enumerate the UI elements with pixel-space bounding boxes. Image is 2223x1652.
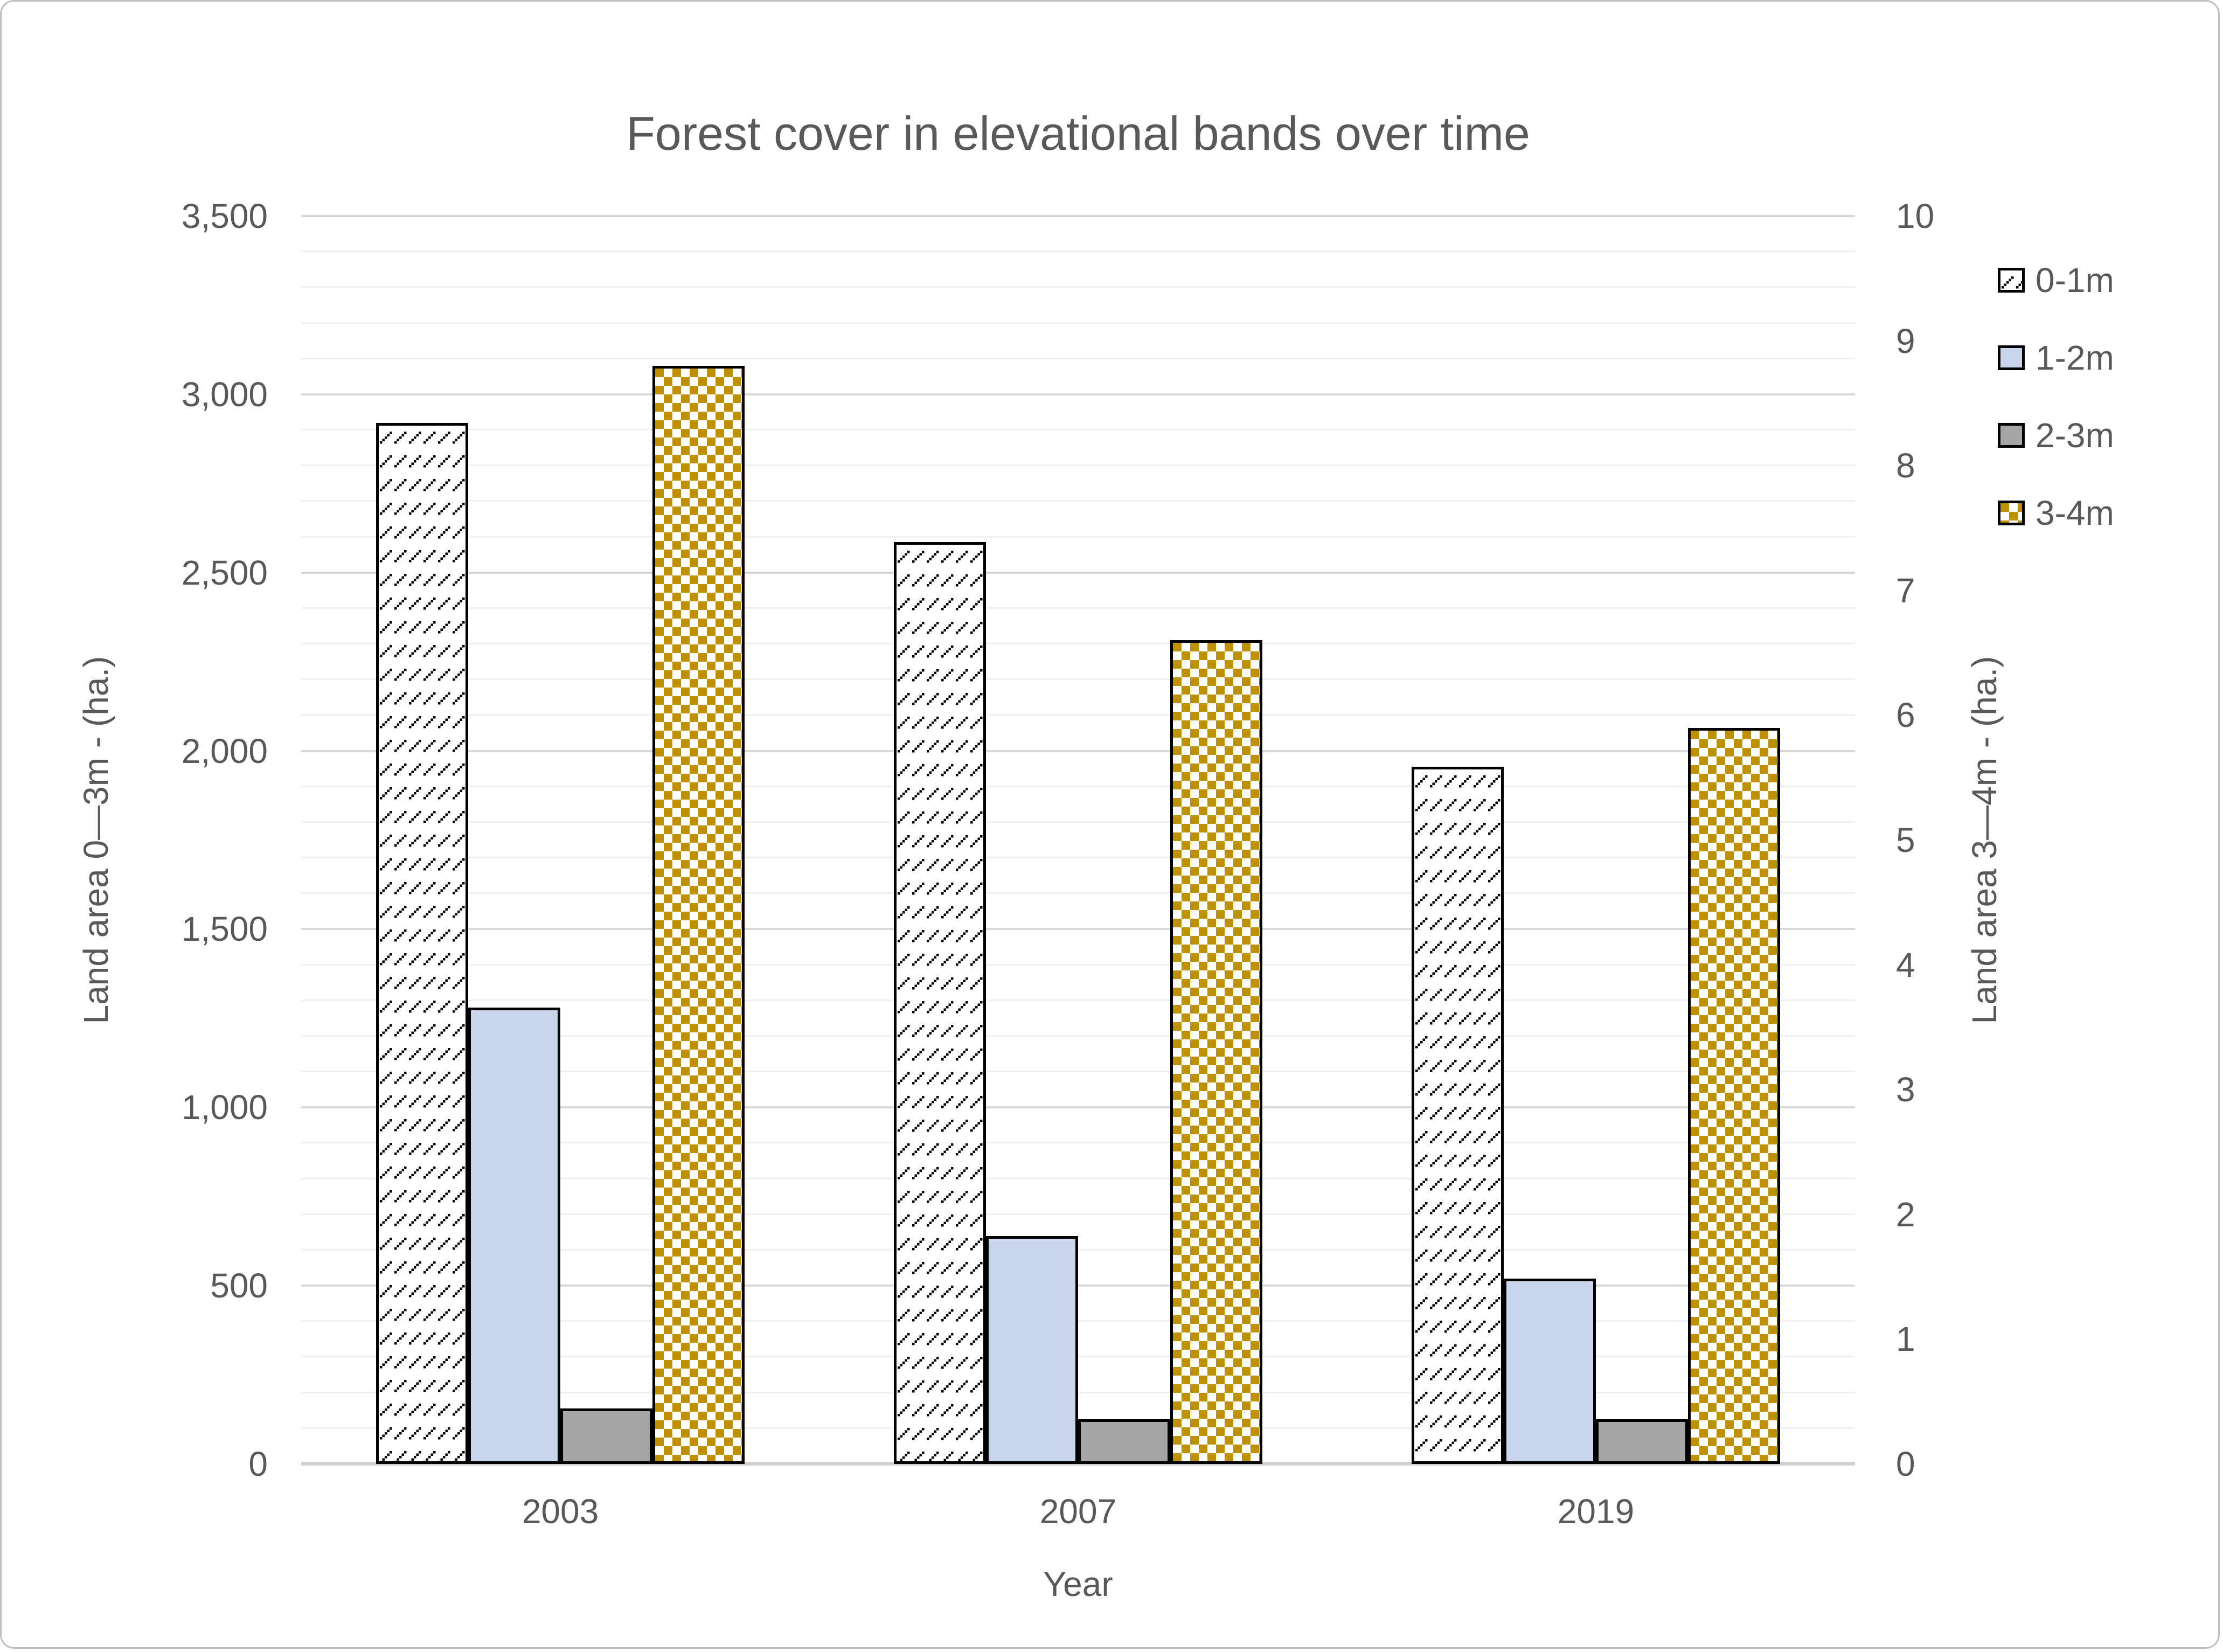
major-gridline: [301, 393, 1855, 395]
bar-3-4m-2003[interactable]: [652, 366, 745, 1464]
legend[interactable]: 0-1m 1-2m 2-3m 3-4m: [1998, 261, 2114, 574]
legend-swatch-1-2m-icon: [1998, 345, 2025, 370]
legend-item-2-3m[interactable]: 2-3m: [1998, 416, 2114, 455]
minor-gridline: [301, 999, 1855, 1001]
major-gridline: [301, 1285, 1855, 1287]
category-label-2019: 2019: [1557, 1492, 1635, 1531]
bar-3-4m-2019[interactable]: [1688, 728, 1780, 1464]
legend-swatch-0-1m-icon: [1998, 268, 2025, 293]
bar-0-1m-2019[interactable]: [1412, 767, 1504, 1464]
legend-swatch-2-3m-icon: [1998, 423, 2025, 448]
minor-gridline: [301, 714, 1855, 716]
major-gridline: [301, 749, 1855, 752]
minor-gridline: [301, 536, 1855, 538]
minor-gridline: [301, 821, 1855, 823]
minor-gridline: [301, 1177, 1855, 1179]
category-label-2007: 2007: [1039, 1492, 1117, 1531]
chart-title[interactable]: Forest cover in elevational bands over t…: [626, 107, 1530, 160]
minor-gridline: [301, 963, 1855, 966]
left-axis-tick-label: 1,500: [181, 910, 268, 949]
minor-gridline: [301, 429, 1855, 431]
minor-gridline: [301, 464, 1855, 467]
minor-gridline: [301, 892, 1855, 894]
right-axis-tick-label: 2: [1896, 1195, 1915, 1234]
left-axis-tick-label: 500: [210, 1266, 268, 1306]
left-axis-tick-label: 2,500: [181, 553, 268, 592]
right-axis-tick-label: 9: [1896, 321, 1915, 360]
right-axis-tick-label: 3: [1896, 1070, 1915, 1109]
left-axis-tick-label: 3,500: [181, 197, 268, 235]
right-axis-tick-label: 0: [1896, 1445, 1915, 1483]
legend-label: 2-3m: [2036, 416, 2114, 455]
right-axis-tick-label: 4: [1896, 945, 1915, 984]
x-axis-title: Year: [1043, 1565, 1113, 1604]
minor-gridline: [301, 785, 1855, 787]
minor-gridline: [301, 678, 1855, 681]
bar-2-3m-2003[interactable]: [560, 1408, 652, 1464]
minor-gridline: [301, 1391, 1855, 1393]
category-label-2003: 2003: [522, 1492, 599, 1531]
minor-gridline: [301, 500, 1855, 502]
bar-3-4m-2007[interactable]: [1170, 640, 1262, 1464]
plot-area[interactable]: [301, 215, 1855, 1466]
left-axis-tick-label: 1,000: [181, 1088, 268, 1127]
left-axis-tick-label: 3,000: [181, 374, 268, 414]
right-axis-tick-label: 7: [1896, 571, 1915, 610]
minor-gridline: [301, 1213, 1855, 1215]
right-axis-tick-label: 1: [1896, 1320, 1915, 1359]
minor-gridline: [301, 643, 1855, 645]
minor-gridline: [301, 1248, 1855, 1251]
bar-2-3m-2007[interactable]: [1078, 1419, 1170, 1464]
bar-1-2m-2003[interactable]: [468, 1008, 560, 1464]
major-gridline: [301, 1106, 1855, 1109]
right-axis-tick-label: 6: [1896, 696, 1915, 735]
legend-swatch-3-4m-icon: [1998, 501, 2025, 525]
legend-item-3-4m[interactable]: 3-4m: [1998, 494, 2114, 532]
major-gridline: [301, 928, 1855, 931]
minor-gridline: [301, 1320, 1855, 1322]
legend-item-0-1m[interactable]: 0-1m: [1998, 261, 2114, 300]
bar-1-2m-2019[interactable]: [1504, 1279, 1596, 1464]
left-axis-tick-label: 0: [248, 1445, 268, 1483]
legend-label: 3-4m: [2036, 494, 2114, 532]
minor-gridline: [301, 322, 1855, 324]
minor-gridline: [301, 251, 1855, 253]
bar-0-1m-2003[interactable]: [376, 423, 468, 1464]
minor-gridline: [301, 1035, 1855, 1037]
major-gridline: [301, 571, 1855, 574]
legend-item-1-2m[interactable]: 1-2m: [1998, 338, 2114, 377]
minor-gridline: [301, 1356, 1855, 1358]
left-axis-tick-label: 2,000: [181, 731, 268, 771]
minor-gridline: [301, 1071, 1855, 1073]
major-gridline: [301, 215, 1855, 217]
minor-gridline: [301, 357, 1855, 359]
minor-gridline: [301, 607, 1855, 609]
legend-label: 0-1m: [2036, 261, 2114, 300]
minor-gridline: [301, 1142, 1855, 1144]
minor-gridline: [301, 286, 1855, 288]
bar-2-3m-2019[interactable]: [1596, 1419, 1688, 1464]
right-axis-tick-label: 5: [1896, 821, 1915, 859]
bar-1-2m-2007[interactable]: [986, 1236, 1078, 1464]
minor-gridline: [301, 857, 1855, 859]
legend-label: 1-2m: [2036, 338, 2114, 377]
bar-0-1m-2007[interactable]: [894, 542, 986, 1464]
right-axis-tick-label: 10: [1896, 197, 1935, 235]
right-axis-tick-label: 8: [1896, 446, 1915, 485]
